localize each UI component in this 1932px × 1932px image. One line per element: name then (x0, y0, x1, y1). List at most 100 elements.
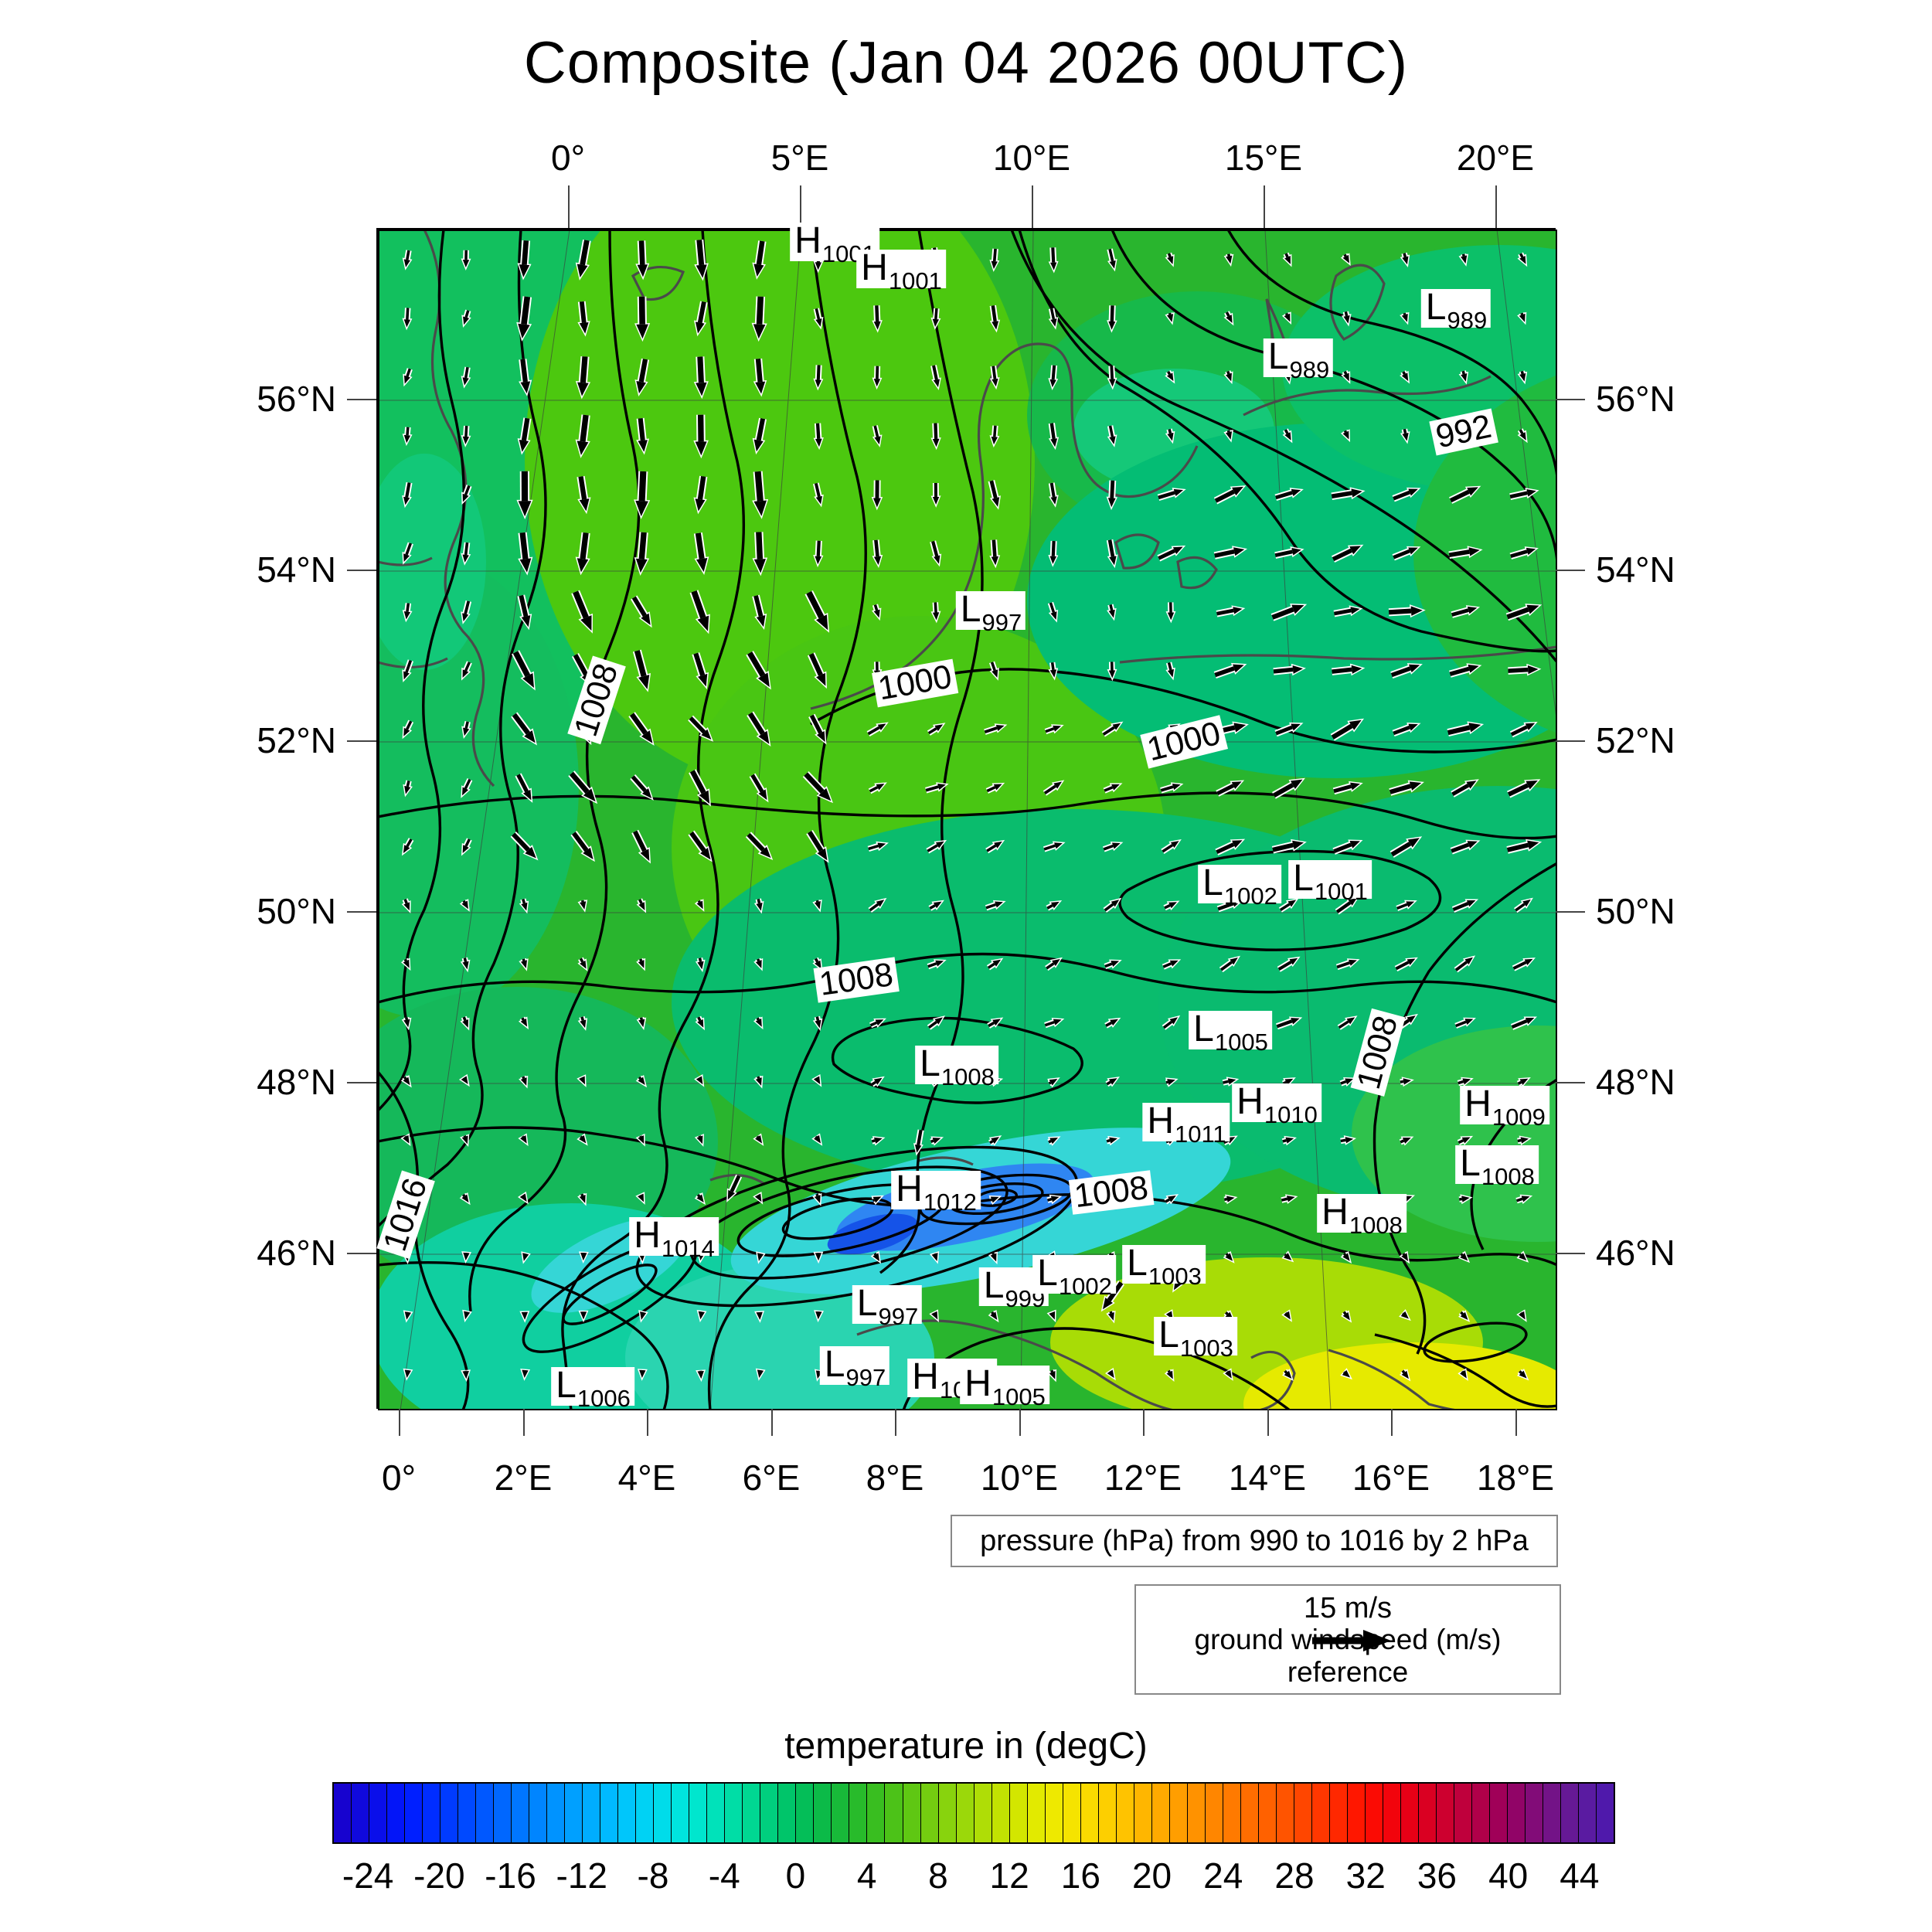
axis-label-right-46°N: 46°N (1596, 1233, 1675, 1273)
colorbar-cell (1240, 1784, 1259, 1842)
colorbar-cell (1579, 1784, 1597, 1842)
pressure-contour-legend: pressure (hPa) from 990 to 1016 by 2 hPa (951, 1515, 1558, 1567)
tick-bottom-10°E (1019, 1409, 1021, 1436)
colorbar-cell (1400, 1784, 1419, 1842)
colorbar-cell (334, 1784, 352, 1842)
pressure-center-h1008-15: H1008 (1317, 1194, 1406, 1237)
pressure-center-l1003-18: L1003 (1122, 1245, 1206, 1288)
axis-label-right-54°N: 54°N (1596, 549, 1675, 590)
colorbar-tick--24: -24 (342, 1855, 394, 1896)
pressure-center-l1002-5: L1002 (1198, 865, 1281, 908)
colorbar-cell (512, 1784, 530, 1842)
colorbar-cell (547, 1784, 566, 1842)
colorbar-cell (458, 1784, 477, 1842)
tick-bottom-6°E (771, 1409, 773, 1436)
colorbar-cell (1187, 1784, 1206, 1842)
colorbar-tick-24: 24 (1203, 1855, 1243, 1896)
axis-label-top-10°E: 10°E (992, 138, 1071, 178)
pressure-center-h1012-13: H1012 (891, 1171, 981, 1214)
axis-label-bottom-12°E: 12°E (1104, 1458, 1182, 1498)
axis-label-left-46°N: 46°N (257, 1233, 336, 1273)
colorbar-cell (1526, 1784, 1544, 1842)
tick-left-50°N (347, 911, 376, 913)
axis-label-bottom-16°E: 16°E (1352, 1458, 1430, 1498)
colorbar-tick-32: 32 (1345, 1855, 1386, 1896)
colorbar-tick-0: 0 (785, 1855, 806, 1896)
tick-top-20°E (1495, 185, 1497, 228)
wind-reference-caption: ground windspeed (m/s) reference (1194, 1624, 1502, 1688)
axis-label-bottom-2°E: 2°E (494, 1458, 553, 1498)
colorbar-cell (423, 1784, 441, 1842)
tick-left-48°N (347, 1082, 376, 1083)
colorbar-cell (1080, 1784, 1099, 1842)
colorbar-cell (725, 1784, 743, 1842)
tick-right-52°N (1556, 740, 1585, 742)
colorbar-cell (1276, 1784, 1294, 1842)
colorbar-cell (743, 1784, 761, 1842)
tick-bottom-4°E (647, 1409, 648, 1436)
colorbar-cell (956, 1784, 975, 1842)
pressure-contours (378, 230, 1557, 1410)
colorbar-tick--16: -16 (485, 1855, 536, 1896)
tick-top-0° (568, 185, 570, 228)
colorbar-cell (1543, 1784, 1562, 1842)
pressure-center-h1005-23: H1005 (960, 1366, 1049, 1409)
pressure-center-l997-21: L997 (819, 1346, 890, 1389)
page-title: Composite (Jan 04 2026 00UTC) (523, 30, 1409, 96)
colorbar-cell (1063, 1784, 1081, 1842)
colorbar-tick-16: 16 (1060, 1855, 1100, 1896)
pressure-center-l1006-24: L1006 (551, 1367, 634, 1410)
axis-label-bottom-6°E: 6°E (742, 1458, 801, 1498)
axis-label-bottom-10°E: 10°E (980, 1458, 1059, 1498)
axis-label-top-15°E: 15°E (1224, 138, 1303, 178)
axis-label-left-50°N: 50°N (257, 891, 336, 931)
colorbar-cell (814, 1784, 832, 1842)
wind-reference-speed: 15 m/s (1303, 1592, 1393, 1624)
axis-label-top-0°: 0° (551, 138, 585, 178)
pressure-legend-text: pressure (hPa) from 990 to 1016 by 2 hPa (980, 1524, 1529, 1557)
colorbar-cell (636, 1784, 655, 1842)
colorbar-cell (920, 1784, 939, 1842)
pressure-center-l1003-20: L1003 (1154, 1317, 1237, 1360)
colorbar-cell (352, 1784, 370, 1842)
axis-label-left-54°N: 54°N (257, 549, 336, 590)
axis-label-bottom-4°E: 4°E (617, 1458, 676, 1498)
pressure-center-h1011-9: H1011 (1142, 1103, 1230, 1146)
colorbar-tick-4: 4 (856, 1855, 877, 1896)
colorbar-cell (1454, 1784, 1472, 1842)
colorbar-cell (1027, 1784, 1046, 1842)
pressure-center-l997-19: L997 (852, 1285, 923, 1328)
colorbar-cell (1508, 1784, 1526, 1842)
axis-label-bottom-18°E: 18°E (1476, 1458, 1555, 1498)
colorbar-cell (529, 1784, 548, 1842)
colorbar-cell (1116, 1784, 1134, 1842)
colorbar-cell (1436, 1784, 1454, 1842)
tick-left-54°N (347, 570, 376, 571)
colorbar-cell (1329, 1784, 1348, 1842)
pressure-center-l1001-6: L1001 (1288, 860, 1372, 903)
colorbar-cell (1347, 1784, 1366, 1842)
pressure-center-l1005-7: L1005 (1189, 1011, 1272, 1054)
colorbar-cell (689, 1784, 708, 1842)
colorbar-cell (1472, 1784, 1491, 1842)
colorbar-cell (1205, 1784, 1223, 1842)
colorbar-cell (707, 1784, 726, 1842)
tick-right-46°N (1556, 1253, 1585, 1254)
pressure-center-l997-4: L997 (955, 591, 1026, 634)
colorbar-cell (440, 1784, 459, 1842)
tick-bottom-0° (399, 1409, 400, 1436)
tick-right-56°N (1556, 399, 1585, 400)
colorbar-cell (476, 1784, 495, 1842)
axis-label-top-20°E: 20°E (1456, 138, 1535, 178)
tick-left-52°N (347, 740, 376, 742)
pressure-center-h1010-10: H1010 (1232, 1083, 1321, 1127)
colorbar-tick-28: 28 (1274, 1855, 1315, 1896)
colorbar-tick-12: 12 (989, 1855, 1029, 1896)
colorbar-cell (1258, 1784, 1277, 1842)
wind-reference-arrow-icon (1312, 1630, 1391, 1651)
tick-top-5°E (800, 185, 801, 228)
pressure-center-l989-3: L989 (1420, 289, 1492, 332)
tick-bottom-14°E (1267, 1409, 1269, 1436)
axis-label-right-52°N: 52°N (1596, 720, 1675, 760)
axis-label-bottom-8°E: 8°E (866, 1458, 924, 1498)
